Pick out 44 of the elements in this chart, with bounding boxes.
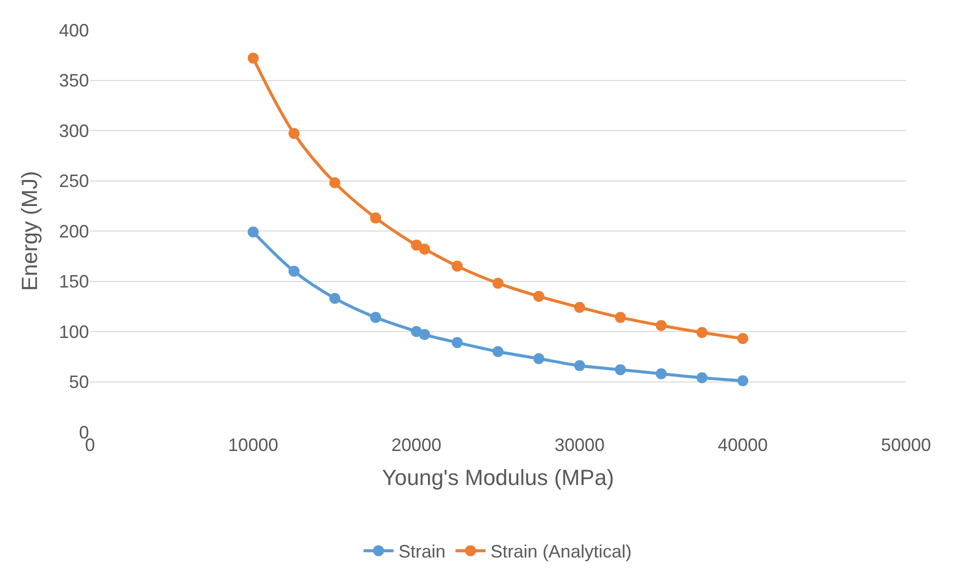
point xyxy=(533,290,544,302)
y-axis-title: Energy (MJ) xyxy=(16,171,42,291)
point xyxy=(614,312,626,323)
legend-label: Strain (Analytical) xyxy=(490,542,632,562)
y-tick-label: 250 xyxy=(58,171,89,192)
point xyxy=(452,337,463,348)
point xyxy=(329,177,340,188)
point xyxy=(696,372,708,384)
point xyxy=(656,320,667,331)
y-tick-label: 200 xyxy=(58,221,89,242)
point xyxy=(370,312,382,323)
point xyxy=(614,364,626,376)
y-tick-label: 400 xyxy=(58,20,89,40)
y-tick-label: 350 xyxy=(58,70,89,91)
y-tick-label: 300 xyxy=(58,120,89,141)
point xyxy=(288,266,300,277)
x-tick-label: 10000 xyxy=(228,435,278,455)
point xyxy=(329,292,340,304)
point xyxy=(452,260,463,272)
point xyxy=(419,329,430,340)
x-tick-label: 20000 xyxy=(391,435,442,455)
point xyxy=(288,128,300,140)
x-tick-label: 40000 xyxy=(718,435,768,455)
y-tick-label: 100 xyxy=(58,322,89,342)
y-tick-label: 50 xyxy=(68,372,89,392)
point xyxy=(492,346,504,358)
x-tick-label: 50000 xyxy=(880,435,932,455)
point xyxy=(656,368,667,380)
x-axis-title: Young's Modulus (MPa) xyxy=(382,464,614,490)
point xyxy=(248,226,259,238)
point xyxy=(410,240,422,251)
point xyxy=(737,333,748,344)
point xyxy=(737,375,748,386)
point xyxy=(533,353,544,364)
point xyxy=(574,302,586,313)
point xyxy=(696,327,708,338)
x-tick-label: 30000 xyxy=(554,435,605,455)
y-tick-label: 150 xyxy=(58,272,89,292)
point xyxy=(492,278,504,289)
point xyxy=(370,212,382,224)
point xyxy=(248,52,259,64)
point xyxy=(419,244,430,255)
legend-label: Strain xyxy=(398,542,446,562)
point xyxy=(574,360,586,372)
